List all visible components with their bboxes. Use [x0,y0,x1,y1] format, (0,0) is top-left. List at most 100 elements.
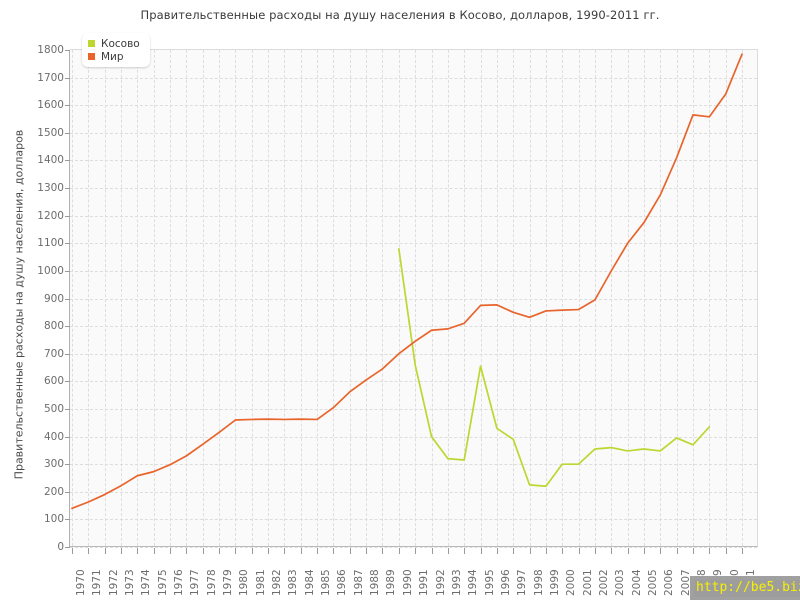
y-tick-label: 1600 [37,99,64,112]
y-tick-label: 200 [43,485,64,498]
gridline-vertical [104,50,106,546]
x-tick-label: 1977 [189,569,202,596]
x-tick [660,548,662,554]
y-tick-label: 1700 [37,71,64,84]
x-tick [513,548,515,554]
x-tick-label: 1988 [369,569,382,596]
y-tick [65,160,70,162]
series-layer [71,53,743,510]
x-tick-label: 1979 [222,569,235,596]
x-tick [268,548,270,554]
legend-item-world[interactable]: Мир [88,50,140,63]
y-tick [65,381,70,383]
x-tick-label: 2004 [630,569,643,596]
x-tick-label: 1985 [320,569,333,596]
chart-legend[interactable]: Косово Мир [82,33,150,67]
x-tick [742,548,743,554]
x-tick [366,548,368,554]
gridline-vertical [725,50,727,546]
legend-item-kosovo[interactable]: Косово [88,37,140,50]
x-tick [317,548,319,554]
gridline-horizontal [70,270,757,272]
gridline-vertical [496,50,498,546]
x-tick [153,548,155,554]
y-tick [65,188,70,190]
x-tick [398,548,400,554]
x-tick-label: 1998 [532,569,545,596]
y-tick [65,243,70,245]
gridline-horizontal [70,547,757,548]
gridline-horizontal [70,243,757,245]
gridline-vertical [300,50,302,546]
gridline-vertical [431,50,433,546]
y-tick-label: 700 [43,347,64,360]
gridline-vertical [447,50,449,546]
gridline-horizontal [70,160,757,162]
x-tick [333,548,335,554]
x-tick [643,548,645,554]
x-tick [104,548,106,554]
gridline-horizontal [70,215,757,217]
gridline-vertical [170,50,172,546]
x-tick [219,548,221,554]
x-tick-label: 1970 [75,569,87,596]
gridline-horizontal [70,298,757,300]
x-tick [594,548,596,554]
x-tick [72,548,73,554]
x-tick-label: 1996 [499,569,512,596]
x-tick-label: 1989 [385,569,398,596]
y-tick [65,215,70,217]
series-line-Косово [397,247,711,488]
legend-swatch-icon [88,40,95,47]
gridline-vertical [153,50,155,546]
x-tick-label: 2002 [597,569,610,596]
x-tick [578,548,580,554]
x-axis-tick-labels: 1970 1971 1972 1973 1974 1975 1976 1977 1978 1979… [70,556,758,600]
gridline-vertical [480,50,482,546]
y-tick-label: 1200 [37,209,64,222]
y-tick-label: 0 [57,541,64,553]
y-tick-label: 900 [43,292,64,305]
y-tick-label: 500 [43,402,64,415]
gridline-vertical [284,50,286,546]
gridline-vertical [676,50,678,546]
gridline-horizontal [70,105,757,107]
x-tick [300,548,302,554]
gridline-vertical [235,50,237,546]
x-tick-label: 2001 [581,569,594,596]
gridline-horizontal [70,381,757,383]
y-tick-label: 1400 [37,154,64,167]
y-tick [65,408,70,410]
plot-area [70,50,758,548]
y-tick [65,77,70,79]
gridline-vertical [88,50,90,546]
x-tick [725,548,727,554]
y-tick [65,464,70,466]
x-tick-label: 1976 [173,569,186,596]
watermark-link[interactable]: http://be5.biz/ [694,580,800,597]
gridline-vertical [382,50,384,546]
gridline-vertical [268,50,270,546]
x-tick-label: 1999 [548,569,561,596]
gridline-vertical [643,50,645,546]
x-tick-label: 1994 [467,569,480,596]
x-tick [676,548,678,554]
y-tick-label: 800 [43,320,64,333]
gridline-vertical [692,50,694,546]
x-tick [480,548,482,554]
gridline-horizontal [70,77,757,79]
y-tick [65,105,70,107]
x-tick [562,548,564,554]
x-tick [627,548,629,554]
x-tick-label: 2005 [646,569,659,596]
gridline-vertical [562,50,564,546]
x-tick-label: 1983 [287,569,300,596]
gridline-vertical [219,50,221,546]
legend-label: Косово [101,37,140,50]
x-tick [284,548,286,554]
x-tick [121,548,123,554]
gridline-vertical [611,50,613,546]
x-tick [170,548,172,554]
x-tick [464,548,466,554]
gridline-horizontal [70,132,757,134]
